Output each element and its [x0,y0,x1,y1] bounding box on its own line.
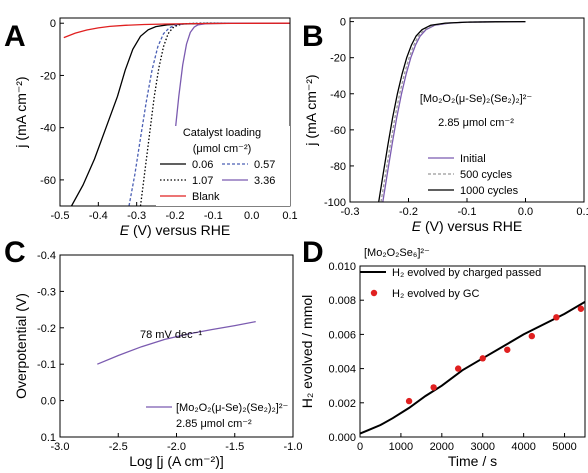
panel-b: B -0.3 -0.2 -0.1 0.0 0.1 0 -20 -40 -60 -80 -100 E (… [302,17,588,234]
panel-b-legend: Initial 500 cycles 1000 cycles [428,153,519,197]
panel-a-series-blank [63,22,290,39]
panel-a-ytick-label: -20 [40,70,56,82]
panel-a-xlabel: E (V) versus RHE [120,222,230,238]
legend-label-3-36: 3.36 [254,175,275,187]
panel-c-xtick-label: -2.5 [109,441,128,453]
panel-a-xtick-label: -0.2 [166,210,185,222]
panel-b-xlabel: E (V) versus RHE [412,218,522,234]
panel-d-xtick-label: 2000 [430,441,454,453]
panel-d-point-7 [577,305,585,312]
panel-b-xtick-label: -0.2 [399,206,418,218]
panel-d-compound: [Mo₂O₂Se₆]²⁻ [364,247,430,259]
panel-d-point-6 [553,314,560,321]
legend-label-0-57: 0.57 [254,159,275,171]
legend-swatch-gc [370,289,378,297]
panel-d-xtick-label: 5000 [552,441,576,453]
panel-b-xtick-label: -0.3 [341,206,360,218]
panel-a-ylabel: j (mA cm⁻²) [13,76,29,148]
panel-d-frame [359,265,586,438]
panel-a-ytick-label: 0 [50,18,56,30]
panel-b-compound: [Mo₂O₂(μ-Se)₂(Se₂)₂]²⁻ [420,93,533,105]
panel-b-ylabel: j (mA cm⁻²) [303,74,319,146]
panel-c-xtick-label: -1.5 [225,441,244,453]
panel-a-legend: Catalyst loading (μmol cm⁻²) 0.06 0.57 1… [156,126,290,206]
panel-d-ytick-label: 0.004 [328,364,356,376]
panel-b-ytick-label: -20 [330,53,346,65]
panel-b-xtick-label: 0.0 [518,206,533,218]
panel-d-point-0 [405,397,413,405]
panel-b-ytick-label: 0 [340,17,346,29]
legend-label-0-06: 0.06 [192,159,213,171]
legend-label-1-07: 1.07 [192,175,213,187]
panel-d-point-2 [454,365,462,372]
panel-a-ytick-label: -60 [40,175,56,187]
panel-b-ytick-label: -80 [330,161,346,173]
panel-c-ytick-label: -0.4 [37,250,56,262]
panel-d-xlabel: Time / s [448,453,497,469]
panel-d-xtick-label: 0 [357,441,363,453]
panel-a-xtick-label: -0.4 [89,210,108,222]
panel-d-ytick-label: 0.000 [328,432,356,444]
panel-c: C -3.0 -2.5 -2.0 -1.5 -1.0 -0.4 -0.3 -0.2 -0.1 0.… [4,236,302,469]
legend-label-gc: H₂ evolved by GC [392,288,479,300]
panel-d-letter: D [302,236,324,269]
panel-c-legend-label: [Mo₂O₂(μ-Se)₂(Se₂)₂]²⁻ [176,402,289,414]
panel-a-xtick-label: 0.1 [282,210,297,222]
legend-label-blank: Blank [192,191,220,203]
panel-c-ytick-label: -0.2 [37,323,56,335]
panel-d-point-5 [528,332,536,340]
legend-background [156,126,290,206]
panel-c-xtick-label: -2.0 [167,441,186,453]
panel-c-xlabel: Log [j (A cm⁻²)] [129,453,224,469]
panel-d-xtick-label: 4000 [511,441,535,453]
panel-c-ytick-label: -0.1 [37,359,56,371]
legend-label-initial: Initial [460,153,486,165]
legend-title-units: (μmol cm⁻²) [193,143,252,155]
panel-d-point-4 [504,346,511,353]
panel-c-ytick-label: -0.3 [37,286,56,298]
panel-d-ytick-label: 0.002 [328,398,356,410]
legend-label-500: 500 cycles [460,169,512,181]
panel-a-ytick-label: -40 [40,123,56,135]
panel-d-ytick-label: 0.006 [328,329,356,341]
panel-c-xtick-label: -1.0 [284,441,303,453]
panel-a-xtick-label: -0.5 [51,210,70,222]
panel-c-ytick-label: 0.1 [41,432,56,444]
legend-label-1000: 1000 cycles [460,185,519,197]
legend-title: Catalyst loading [183,127,261,139]
panel-c-letter: C [4,236,26,269]
panel-d-xtick-label: 3000 [470,441,494,453]
panel-b-loading: 2.85 μmol cm⁻² [438,117,514,129]
panel-d-ylabel: H₂ evolved / mmol [299,295,315,409]
panel-c-series--mo-o-se-se- [97,320,256,365]
panel-d: D 0 1000 2000 3000 4000 5000 0.000 0.002 0.004 0.… [299,236,586,469]
panel-c-ytick-label: 0.0 [41,396,56,408]
panel-b-ytick-label: -60 [330,125,346,137]
panel-d-point-3 [479,355,486,362]
panel-a-xtick-label: -0.1 [204,210,223,222]
legend-label-charge: H₂ evolved by charged passed [392,267,541,279]
panel-c-loading: 2.85 μmol cm⁻² [176,418,252,430]
panel-b-xtick-label: 0.1 [576,206,588,218]
panel-d-point-1 [430,384,437,391]
panel-d-ytick-label: 0.008 [328,295,356,307]
panel-b-ytick-label: -40 [330,89,346,101]
panel-c-slope: 78 mV dec⁻¹ [140,329,202,341]
panel-a: A -0.5 -0.4 -0.3 -0.2 -0.1 0.0 0.1 0 -20 -40 -60 E … [4,17,298,238]
panel-d-xtick-label: 1000 [389,441,413,453]
panel-b-series-1000-cycles [378,20,526,202]
panel-a-letter: A [4,20,26,53]
panel-c-xtick-label: -3.0 [51,441,70,453]
panel-d-series-h-evolved-by-charged-passed [360,301,585,435]
panel-b-ytick-label: -100 [324,197,346,209]
panel-a-xtick-label: 0.0 [244,210,259,222]
panel-b-letter: B [302,20,324,53]
panel-c-ylabel: Overpotential (V) [13,293,29,399]
panel-a-xtick-label: -0.3 [127,210,146,222]
panel-b-xtick-label: -0.1 [458,206,477,218]
panel-d-ytick-label: 0.010 [328,261,356,273]
